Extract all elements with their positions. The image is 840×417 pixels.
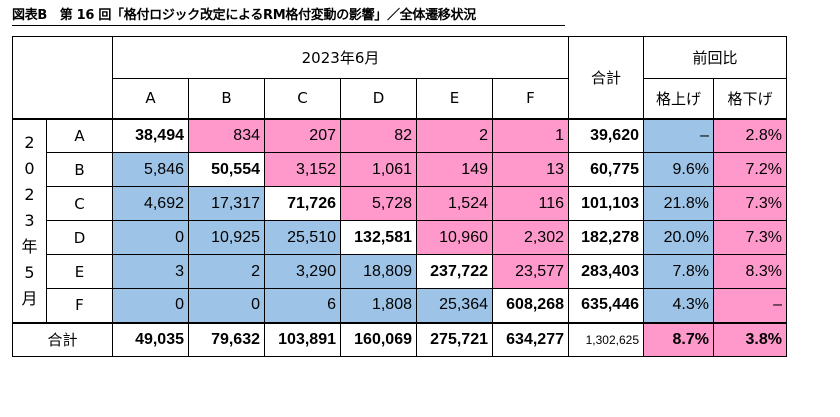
transition-cell: 5,846 (112, 152, 189, 187)
transition-cell: 4,692 (112, 186, 189, 221)
transition-cell: 2,302 (492, 220, 569, 255)
upgrade-rate-cell: – (643, 117, 714, 153)
transition-cell: 116 (492, 186, 569, 221)
transition-cell: 18,809 (340, 254, 417, 289)
grade-header: A (112, 78, 189, 119)
transition-cell: 82 (340, 117, 417, 153)
transition-cell: 25,510 (264, 220, 341, 255)
row-period-char: 2 (24, 184, 35, 204)
title-underline (12, 25, 565, 26)
total-header: 合計 (568, 36, 644, 119)
upgrade-rate-cell: 9.6% (643, 152, 714, 187)
total-upgrade-cell: 8.7% (643, 321, 714, 357)
total-row-cell: 49,035 (112, 321, 189, 357)
transition-cell: 23,577 (492, 254, 569, 289)
row-period-char: 月 (21, 288, 38, 308)
downgrade-rate-cell: 8.3% (713, 254, 787, 289)
transition-cell: 1,808 (340, 288, 417, 323)
row-period-char: 3 (24, 210, 35, 230)
transition-table: 2023年6月 合計 前回比 A B C D E F 格上げ 格下げ 2 0 2… (12, 36, 787, 357)
transition-cell: 10,960 (416, 220, 493, 255)
total-row-cell: 79,632 (188, 321, 265, 357)
transition-cell: 10,925 (188, 220, 265, 255)
upgrade-rate-cell: 21.8% (643, 186, 714, 221)
downgrade-rate-cell: 2.8% (713, 117, 787, 153)
downgrade-rate-cell: 7.3% (713, 220, 787, 255)
transition-cell: 3,290 (264, 254, 341, 289)
grade-header: B (188, 78, 265, 119)
row-grade-label: D (46, 220, 113, 255)
row-period-label: 2 0 2 3 年 5 月 (12, 117, 47, 323)
row-total-cell: 60,775 (568, 152, 644, 187)
upgrade-rate-cell: 7.8% (643, 254, 714, 289)
transition-cell: 2 (416, 117, 493, 153)
transition-cell: 237,722 (416, 254, 493, 289)
row-total-cell: 635,446 (568, 288, 644, 323)
downgrade-header: 格下げ (713, 78, 787, 119)
upgrade-header: 格上げ (643, 78, 714, 119)
transition-cell: 5,728 (340, 186, 417, 221)
transition-cell: 2 (188, 254, 265, 289)
period-header: 2023年6月 (112, 36, 569, 79)
transition-cell: 1,061 (340, 152, 417, 187)
figure-title: 図表B 第 16 回「格付ロジック改定によるRM格付変動の影響」／全体遷移状況 (12, 8, 476, 23)
transition-cell: 608,268 (492, 288, 569, 323)
total-row-label: 合計 (12, 321, 113, 357)
grade-header: E (416, 78, 493, 119)
comparison-header: 前回比 (643, 36, 787, 79)
row-grade-label: B (46, 152, 113, 187)
row-period-char: 2 (24, 132, 35, 152)
transition-cell: 17,317 (188, 186, 265, 221)
transition-cell: 149 (416, 152, 493, 187)
grade-header: C (264, 78, 341, 119)
corner-cell (12, 36, 113, 119)
upgrade-rate-cell: 20.0% (643, 220, 714, 255)
grand-total-cell: 1,302,625 (568, 321, 644, 357)
total-row-cell: 634,277 (492, 321, 569, 357)
transition-cell: 71,726 (264, 186, 341, 221)
total-row-cell: 103,891 (264, 321, 341, 357)
transition-cell: 25,364 (416, 288, 493, 323)
transition-cell: 6 (264, 288, 341, 323)
total-downgrade-cell: 3.8% (713, 321, 787, 357)
upgrade-rate-cell: 4.3% (643, 288, 714, 323)
transition-cell: 1 (492, 117, 569, 153)
total-row-cell: 160,069 (340, 321, 417, 357)
grade-header: D (340, 78, 417, 119)
transition-cell: 3,152 (264, 152, 341, 187)
row-period-char: 年 (21, 236, 38, 256)
transition-cell: 0 (112, 220, 189, 255)
grade-header: F (492, 78, 569, 119)
downgrade-rate-cell: 7.3% (713, 186, 787, 221)
total-row-cell: 275,721 (416, 321, 493, 357)
row-period-char: 0 (24, 158, 35, 178)
row-total-cell: 101,103 (568, 186, 644, 221)
row-total-cell: 39,620 (568, 117, 644, 153)
transition-cell: 207 (264, 117, 341, 153)
row-total-cell: 283,403 (568, 254, 644, 289)
transition-cell: 0 (188, 288, 265, 323)
transition-cell: 0 (112, 288, 189, 323)
row-grade-label: C (46, 186, 113, 221)
row-total-cell: 182,278 (568, 220, 644, 255)
row-grade-label: E (46, 254, 113, 289)
row-grade-label: A (46, 117, 113, 153)
transition-cell: 13 (492, 152, 569, 187)
transition-cell: 834 (188, 117, 265, 153)
transition-cell: 132,581 (340, 220, 417, 255)
transition-cell: 1,524 (416, 186, 493, 221)
transition-cell: 38,494 (112, 117, 189, 153)
downgrade-rate-cell: 7.2% (713, 152, 787, 187)
transition-cell: 50,554 (188, 152, 265, 187)
transition-cell: 3 (112, 254, 189, 289)
row-period-char: 5 (24, 262, 35, 282)
downgrade-rate-cell: – (713, 288, 787, 323)
row-grade-label: F (46, 288, 113, 323)
